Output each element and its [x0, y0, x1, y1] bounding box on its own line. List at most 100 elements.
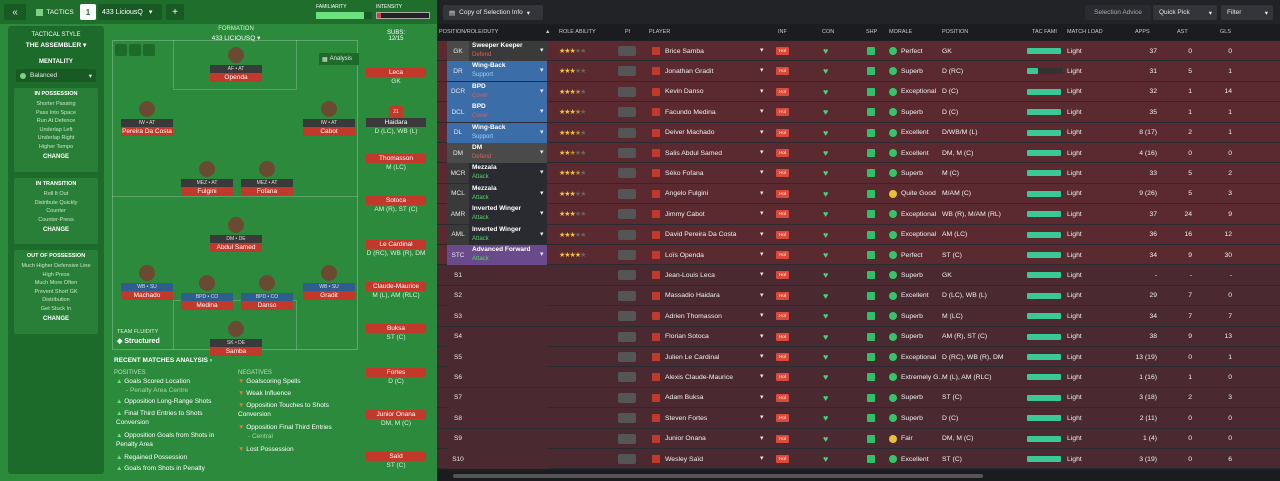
scrollbar-thumb[interactable] [453, 474, 983, 478]
player-instructions-icon[interactable] [618, 454, 636, 464]
player-instructions-icon[interactable] [618, 433, 636, 444]
player-name[interactable]: Jimmy Cabot [665, 210, 705, 218]
player-card-gradit[interactable]: WB • SU Gradit [303, 263, 355, 300]
player-name[interactable]: Séko Fofana [665, 169, 704, 177]
chevron-down-icon[interactable]: ▾ [760, 353, 764, 360]
position-cell[interactable]: STC [447, 245, 469, 265]
player-name[interactable]: Alexis Claude-Maurice [665, 373, 733, 381]
player-name[interactable]: Kevin Danso [665, 88, 704, 96]
chevron-down-icon[interactable]: ▾ [760, 47, 764, 54]
chevron-down-icon[interactable]: ▾ [540, 87, 544, 95]
chevron-down-icon[interactable]: ▾ [760, 455, 764, 462]
chevron-down-icon[interactable]: ▾ [540, 169, 544, 177]
chevron-down-icon[interactable]: ▾ [540, 128, 544, 136]
player-instructions-icon[interactable] [618, 66, 636, 77]
table-row[interactable]: DCL BPD Cover ▾ ★★★★★ Facundo Medina ▾ Hol ♥ Supe… [437, 102, 1280, 123]
chevron-down-icon[interactable]: ▾ [760, 67, 764, 75]
player-instructions-icon[interactable] [618, 311, 636, 322]
role-duty-cell[interactable]: Inverted Winger Attack [469, 204, 547, 225]
role-duty-cell[interactable] [469, 285, 547, 306]
mentality-select[interactable]: Balanced ▾ [16, 69, 96, 82]
player-card-samba[interactable]: SK • DE Samba [210, 319, 262, 356]
player-name[interactable]: Junior Onana [665, 435, 706, 443]
bars-icon[interactable] [129, 44, 141, 56]
sort-icon[interactable]: ▲ [545, 29, 551, 35]
chevron-down-icon[interactable]: ▾ [540, 230, 544, 238]
player-instructions-icon[interactable] [618, 127, 636, 138]
player-instructions-icon[interactable] [618, 270, 636, 281]
role-duty-cell[interactable]: Wing-Back Support [469, 122, 547, 143]
player-name[interactable]: David Pereira Da Costa [665, 231, 737, 239]
col-con[interactable]: CON [822, 29, 835, 35]
chevron-down-icon[interactable]: ▾ [760, 414, 764, 422]
chevron-down-icon[interactable]: ▾ [760, 291, 764, 299]
table-row[interactable]: S2 Massadio Haidara ▾ Hol ♥ Excellent D (LC), … [437, 285, 1280, 307]
chevron-down-icon[interactable]: ▾ [760, 189, 764, 197]
back-button[interactable]: « [4, 4, 26, 20]
in-transition-change-button[interactable]: CHANGE [42, 227, 69, 233]
player-instructions-icon[interactable] [618, 331, 636, 342]
chevron-down-icon[interactable]: ▾ [540, 108, 544, 116]
position-cell[interactable]: S4 [447, 326, 469, 347]
negative-item[interactable]: ▼ Lost Possession [238, 446, 294, 453]
chevron-down-icon[interactable]: ▾ [760, 230, 764, 238]
positive-item[interactable]: ▲ Goals Scored Location - Penalty Area Ce… [116, 378, 191, 394]
add-tactic-button[interactable]: + [166, 4, 184, 20]
table-row[interactable]: STC Advanced Forward Attack ▾ ★★★★★ Loïs Open… [437, 245, 1280, 266]
table-row[interactable]: S3 Adrien Thomasson ▾ Hol ♥ Superb M (LC) Light… [437, 306, 1280, 327]
player-card-fofana[interactable]: MEZ • AT Fofana [241, 159, 293, 196]
out-of-possession-change-button[interactable]: CHANGE [42, 316, 69, 322]
sub-card-said[interactable]: Saïd ST (C) [362, 452, 430, 470]
player-card-abdul-samed[interactable]: DM • DE Abdul Samed [210, 215, 262, 252]
player-name[interactable]: Massadio Haidara [665, 292, 720, 300]
table-row[interactable]: MCR Mezzala Attack ▾ ★★★★★ Séko Fofana ▾ Hol ♥ Su… [437, 163, 1280, 184]
player-card-medina[interactable]: BPD • CO Medina [181, 273, 233, 310]
chevron-down-icon[interactable]: ▾ [760, 108, 764, 116]
sub-card-thomasson[interactable]: Thomasson M (LC) [362, 154, 430, 172]
position-cell[interactable]: S6 [447, 367, 469, 388]
role-duty-cell[interactable] [469, 306, 547, 327]
role-duty-cell[interactable]: Advanced Forward Attack [469, 245, 547, 265]
formation-select[interactable]: 433 LICIOUSQ ▾ [211, 35, 261, 42]
chevron-down-icon[interactable]: ▾ [760, 149, 764, 156]
chevron-down-icon[interactable]: ▾ [540, 210, 544, 218]
player-name[interactable]: Angelo Fulgini [665, 190, 709, 198]
player-instructions-icon[interactable] [618, 372, 636, 383]
position-cell[interactable]: GK [447, 41, 469, 61]
player-instructions-icon[interactable] [618, 86, 636, 97]
position-cell[interactable]: DM [447, 143, 469, 163]
analysis-button[interactable]: ▦ Analysis [319, 53, 359, 65]
chevron-down-icon[interactable]: ▾ [760, 312, 764, 320]
col-inf[interactable]: INF [778, 29, 787, 35]
player-instructions-icon[interactable] [618, 148, 636, 158]
sub-card-le-cardinal[interactable]: Le Cardinal D (RC), WB (R), DM [366, 240, 426, 257]
filter-button[interactable]: Filter ▾ [1221, 5, 1273, 20]
role-duty-cell[interactable]: Wing-Back Support [469, 61, 547, 82]
player-instructions-icon[interactable] [618, 209, 636, 220]
player-name[interactable]: Facundo Medina [665, 108, 716, 116]
table-row[interactable]: S1 Jean-Louis Leca ▾ Hol ♥ Superb GK Light - - - [437, 265, 1280, 286]
player-instructions-icon[interactable] [618, 290, 636, 301]
table-row[interactable]: S6 Alexis Claude-Maurice ▾ Hol ♥ Extremely G.… [437, 367, 1280, 388]
table-row[interactable]: S4 Florian Sotoca ▾ Hol ♥ Superb AM (R), ST (C… [437, 326, 1280, 347]
player-name[interactable]: Adam Buksa [665, 394, 704, 402]
view-icon[interactable] [115, 44, 127, 56]
sub-card-claude-maurice[interactable]: Claude-Maurice M (L), AM (RLC) [362, 282, 430, 300]
chevron-down-icon[interactable]: ▾ [760, 373, 764, 381]
player-card-openda[interactable]: AF • AT Openda [210, 45, 262, 82]
position-cell[interactable]: AML [447, 224, 469, 245]
col-match-load[interactable]: MATCH LOAD [1067, 29, 1103, 35]
role-duty-cell[interactable]: Inverted Winger Attack [469, 224, 547, 245]
col-apps[interactable]: APPS [1135, 29, 1150, 35]
position-cell[interactable]: S2 [447, 285, 469, 306]
player-instructions-icon[interactable] [618, 188, 636, 199]
chevron-down-icon[interactable]: ▾ [540, 189, 544, 197]
position-cell[interactable]: S1 [447, 265, 469, 286]
role-duty-cell[interactable] [469, 326, 547, 347]
position-cell[interactable]: S5 [447, 347, 469, 367]
player-name[interactable]: Jean-Louis Leca [665, 271, 715, 279]
table-row[interactable]: DCR BPD Cover ▾ ★★★★★ Kevin Danso ▾ Hol ♥ Excepti… [437, 81, 1280, 103]
chevron-down-icon[interactable]: ▾ [760, 271, 764, 279]
role-duty-cell[interactable]: Mezzala Attack [469, 163, 547, 184]
col-shp[interactable]: SHP [866, 29, 878, 35]
